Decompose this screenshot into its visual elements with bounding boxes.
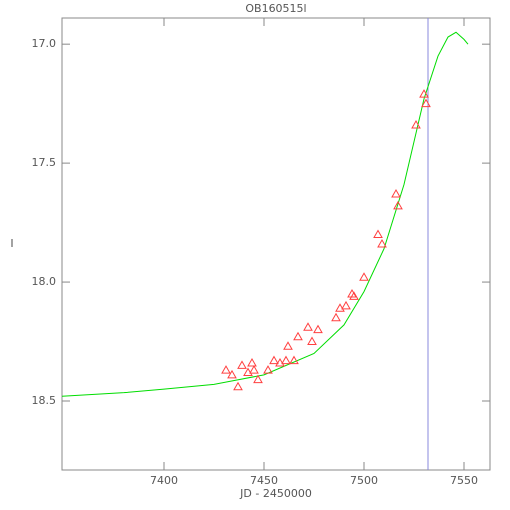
y-tick-label: 17.0 — [32, 37, 57, 50]
y-tick-label: 17.5 — [32, 156, 57, 169]
data-point — [419, 89, 429, 98]
data-point — [421, 98, 431, 108]
data-point — [349, 291, 359, 300]
data-point — [227, 369, 237, 379]
data-point — [283, 341, 293, 350]
x-tick-label: 7550 — [450, 474, 478, 487]
data-point — [233, 381, 243, 391]
x-tick-label: 7450 — [250, 474, 278, 487]
x-tick-label: 7500 — [350, 474, 378, 487]
data-point — [411, 120, 421, 129]
chart-title: OB160515l — [245, 2, 306, 15]
data-point — [359, 272, 369, 281]
data-point — [253, 374, 263, 384]
data-point — [237, 360, 247, 369]
x-axis-label: JD - 2450000 — [239, 487, 312, 500]
data-point — [263, 365, 273, 374]
x-tick-label: 7400 — [150, 474, 178, 487]
data-point — [331, 312, 341, 322]
data-point — [335, 303, 345, 312]
data-point — [391, 189, 401, 198]
data-point — [393, 200, 403, 210]
model-line — [61, 31, 469, 397]
data-point — [281, 355, 291, 365]
data-point — [221, 365, 231, 374]
data-point — [269, 355, 279, 365]
data-point — [347, 288, 357, 298]
data-point — [307, 336, 317, 346]
data-point — [293, 331, 303, 341]
y-tick-label: 18.5 — [32, 394, 57, 407]
data-point — [247, 357, 257, 367]
data-point — [275, 357, 285, 367]
data-point — [289, 355, 299, 365]
data-point — [313, 324, 323, 334]
data-point — [373, 229, 383, 238]
data-point — [303, 322, 313, 331]
data-point — [249, 365, 259, 374]
data-point — [341, 300, 351, 310]
data-point — [377, 238, 387, 248]
y-axis-label: I — [10, 237, 13, 250]
plot-frame — [61, 17, 491, 471]
data-point — [243, 367, 253, 376]
y-tick-label: 18.0 — [32, 275, 57, 288]
